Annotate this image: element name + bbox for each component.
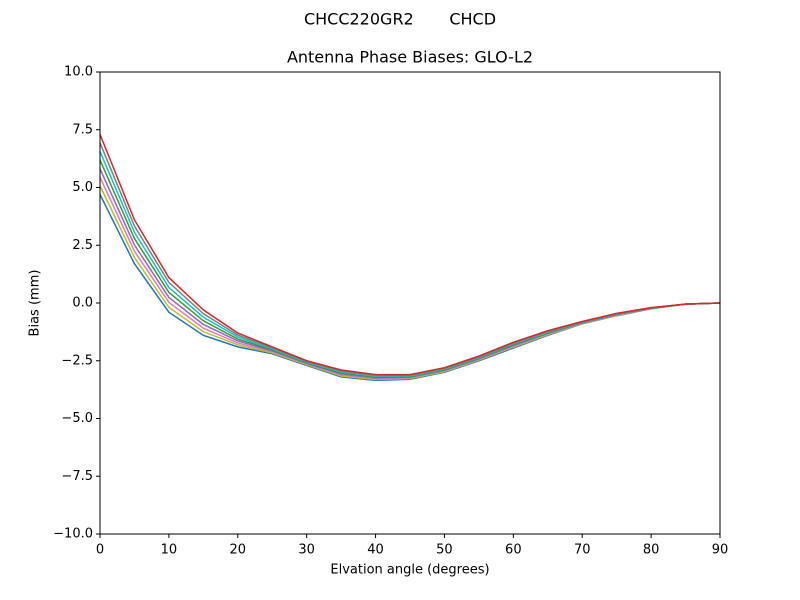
y-tick-label: −2.5 — [61, 353, 93, 368]
suptitle: CHCC220GR2 CHCD — [304, 10, 496, 29]
y-tick-label: 0.0 — [72, 296, 93, 311]
x-tick-label: 70 — [574, 543, 591, 558]
y-tick-label: 2.5 — [72, 238, 93, 253]
y-tick-label: 10.0 — [64, 65, 93, 80]
y-tick-label: −7.5 — [61, 469, 93, 484]
y-tick-label: 5.0 — [72, 180, 93, 195]
x-tick-label: 60 — [505, 543, 522, 558]
chart-title: Antenna Phase Biases: GLO-L2 — [287, 48, 533, 67]
y-axis-label: Bias (mm) — [28, 270, 43, 337]
x-tick-label: 20 — [230, 543, 247, 558]
x-tick-label: 0 — [96, 543, 104, 558]
x-tick-label: 50 — [436, 543, 453, 558]
x-tick-label: 10 — [161, 543, 178, 558]
x-tick-label: 80 — [643, 543, 660, 558]
y-tick-label: −5.0 — [61, 411, 93, 426]
x-tick-label: 90 — [712, 543, 729, 558]
x-tick-label: 30 — [298, 543, 315, 558]
y-tick-label: 7.5 — [72, 122, 93, 137]
x-tick-label: 40 — [367, 543, 384, 558]
plot-area — [99, 134, 721, 382]
y-tick-label: −10.0 — [53, 527, 93, 542]
x-axis-label: Elvation angle (degrees) — [330, 563, 489, 578]
series-line — [99, 134, 721, 376]
